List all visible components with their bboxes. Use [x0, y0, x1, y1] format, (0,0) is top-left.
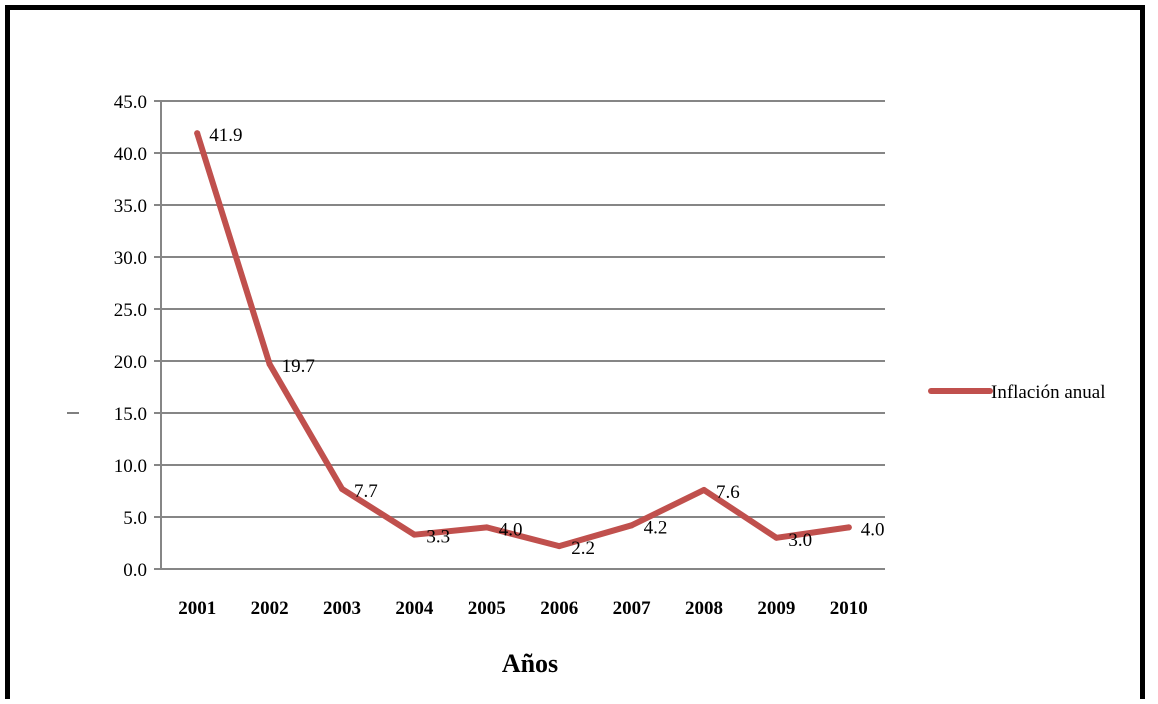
y-tick-label: 35.0	[114, 196, 147, 217]
x-tick-label: 2008	[685, 598, 723, 619]
gridlines	[154, 101, 885, 569]
x-axis-title: Años	[502, 649, 558, 678]
data-label: 4.2	[644, 517, 668, 538]
y-tick-label: 5.0	[123, 508, 147, 529]
x-tick-label: 2009	[757, 598, 795, 619]
data-label: 4.0	[499, 519, 523, 540]
x-tick-label: 2003	[323, 598, 361, 619]
legend-label: Inflación anual	[991, 382, 1105, 403]
series-group	[194, 130, 852, 549]
x-tick-label: 2007	[613, 598, 652, 619]
y-axis-ticks: 0.0 5.0 10.0 15.0 20.0 25.0 30.0 35.0 40.0 45.0	[114, 92, 147, 581]
y-tick-label: 40.0	[114, 144, 147, 165]
x-tick-label: 2002	[251, 598, 289, 619]
data-label: 3.3	[426, 527, 450, 548]
y-tick-label: 25.0	[114, 300, 147, 321]
x-tick-label: 2001	[178, 598, 216, 619]
x-tick-label: 2004	[395, 598, 434, 619]
data-point	[194, 130, 200, 136]
data-label: 3.0	[788, 530, 812, 551]
legend: Inflación anual	[931, 382, 1105, 403]
data-label: 41.9	[209, 125, 242, 146]
y-tick-label: 20.0	[114, 352, 147, 373]
x-tick-label: 2010	[830, 598, 868, 619]
data-point	[556, 543, 562, 549]
data-point	[484, 524, 490, 530]
data-point	[773, 535, 779, 541]
data-labels: 41.9 19.7 7.7 3.3 4.0 2.2 4.2 7.6 3.0 4.0	[209, 125, 884, 559]
data-point	[339, 486, 345, 492]
data-label: 7.7	[354, 481, 378, 502]
data-point	[846, 524, 852, 530]
data-point	[411, 532, 417, 538]
y-tick-label: 0.0	[123, 560, 147, 581]
x-axis-ticks: 2001 2002 2003 2004 2005 2006 2007 2008 2009 2010	[178, 598, 868, 619]
y-tick-label: 15.0	[114, 404, 147, 425]
data-point	[267, 361, 273, 367]
x-tick-label: 2005	[468, 598, 506, 619]
data-label: 4.0	[861, 519, 885, 540]
data-label: 2.2	[571, 538, 595, 559]
data-point	[629, 522, 635, 528]
y-tick-label: 30.0	[114, 248, 147, 269]
x-tick-label: 2006	[540, 598, 578, 619]
y-tick-label: 45.0	[114, 92, 147, 113]
data-label: 19.7	[282, 356, 315, 377]
data-point	[701, 487, 707, 493]
data-label: 7.6	[716, 482, 740, 503]
y-tick-label: 10.0	[114, 456, 147, 477]
series-line	[197, 133, 849, 546]
